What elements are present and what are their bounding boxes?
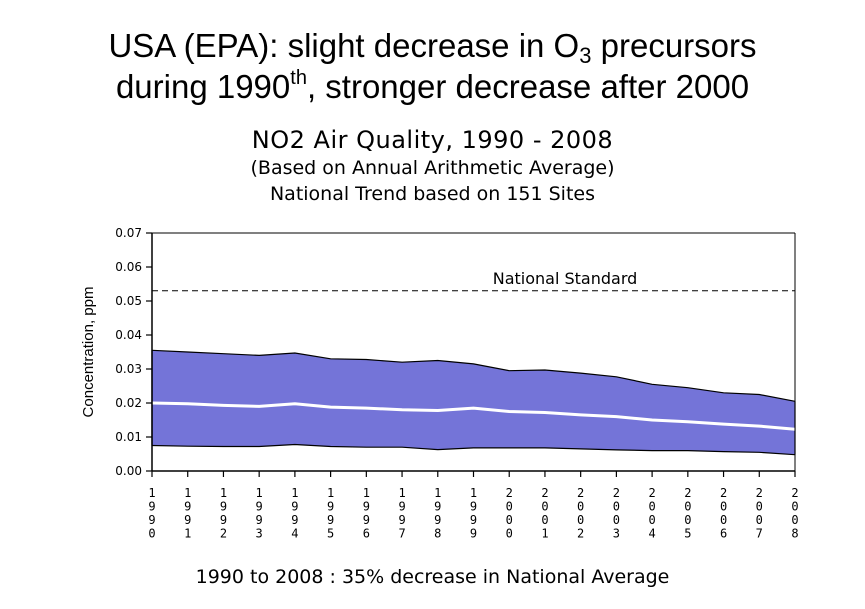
national-standard-label: National Standard [493, 269, 638, 288]
chart-subtitle-2: National Trend based on 151 Sites [269, 183, 596, 205]
national-average-line [151, 401, 796, 431]
y-axis-label: Concentration, ppm [80, 287, 97, 418]
y-tick-label: 0.02 [115, 396, 142, 410]
concentration-band [152, 350, 795, 455]
y-tick-label: 0.06 [115, 260, 142, 274]
y-tick-label: 0.05 [115, 294, 142, 308]
footer-note: 1990 to 2008 : 35% decrease in National … [195, 566, 670, 588]
slide-title-line-1: USA (EPA): slight decrease in O3 precurs… [108, 27, 757, 68]
y-tick-label: 0.01 [115, 430, 142, 444]
y-tick-label: 0.07 [115, 226, 142, 240]
chart-subtitle-1: (Based on Annual Arithmetic Average) [250, 157, 615, 179]
band-lower-line [151, 443, 796, 456]
chart-title: NO2 Air Quality, 1990 - 2008 [251, 126, 614, 154]
y-tick-label: 0.00 [115, 464, 142, 478]
slide-title-line-2: during 1990th, stronger decrease after 2… [115, 67, 750, 105]
y-tick-label: 0.03 [115, 362, 142, 376]
band-upper-line [151, 349, 796, 402]
y-tick-label: 0.04 [115, 328, 142, 342]
